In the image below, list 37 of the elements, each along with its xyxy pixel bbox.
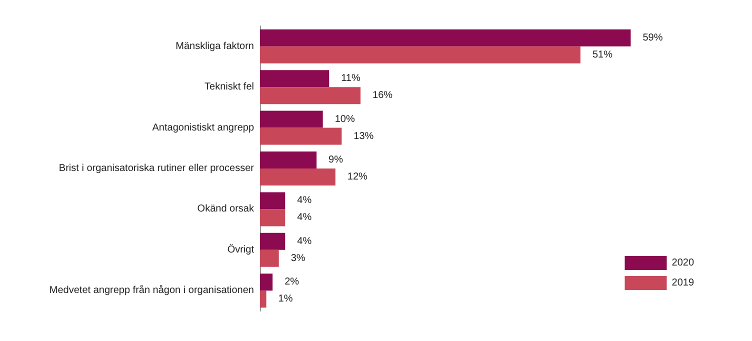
bar [260, 46, 580, 64]
y-tick-label: Antagonistiskt angrepp [152, 122, 254, 134]
data-label: 59% [642, 32, 663, 44]
bar [260, 110, 323, 128]
bar [260, 192, 286, 210]
bar [260, 29, 631, 46]
bar [260, 232, 286, 250]
legend-label: 2019 [672, 278, 694, 288]
bar [260, 152, 317, 168]
y-tick-label: Övrigt [227, 243, 254, 256]
bar [260, 168, 336, 186]
data-label: 2% [284, 276, 300, 288]
y-tick-label: Medvetet angrepp från någon i organisationen [49, 284, 254, 296]
y-tick-label: Tekniskt fel [204, 82, 254, 93]
y-tick-label: Mänskliga faktorn [176, 40, 254, 52]
bar [260, 128, 342, 145]
data-label: 16% [372, 90, 393, 102]
data-label: 9% [328, 154, 344, 166]
data-label: 3% [290, 252, 306, 264]
data-label: 4% [297, 195, 312, 206]
bar [260, 250, 279, 267]
bar [260, 274, 273, 291]
data-label: 4% [297, 236, 312, 247]
data-label: 4% [297, 212, 312, 224]
data-label: 51% [592, 49, 613, 60]
data-label: 11% [341, 73, 360, 84]
bar [260, 209, 286, 226]
data-label: 10% [334, 114, 355, 125]
bar [260, 70, 330, 88]
y-tick-label: Okänd orsak [197, 204, 255, 215]
bar [260, 290, 266, 308]
y-tick-label: Brist i organisatoriska rutiner eller processer [58, 163, 255, 174]
data-label: 1% [278, 294, 293, 305]
data-label: 12% [347, 172, 368, 182]
bar [260, 87, 361, 104]
legend-label: 2020 [672, 258, 694, 268]
data-label: 13% [354, 130, 374, 142]
